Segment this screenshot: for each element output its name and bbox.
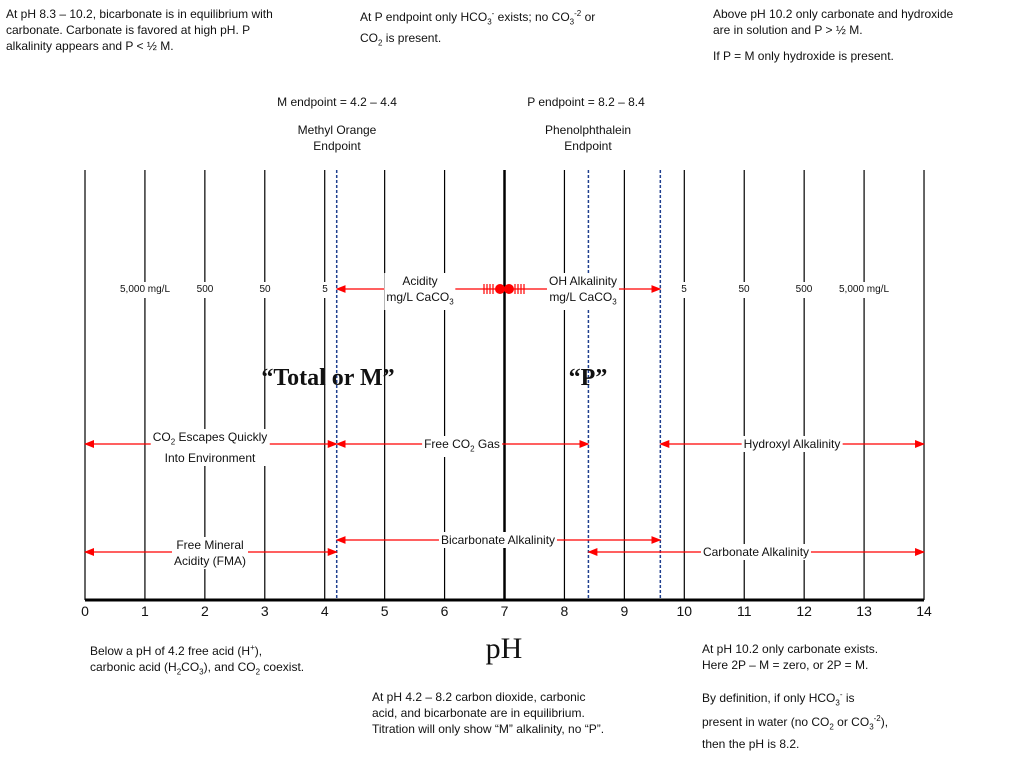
scale-left-5000: 5,000 mg/L (117, 282, 173, 298)
free-co2-gas-label: Free CO2 Gas (422, 436, 502, 458)
ph-tick-label: 5 (380, 603, 389, 619)
scale-right-500: 500 (793, 282, 815, 298)
note-top-middle: At P endpoint only HCO3- exists; no CO3-… (360, 9, 596, 48)
ph-tick-label: 1 (141, 603, 149, 619)
ph-tick-label: 9 (620, 603, 629, 619)
neutral-point-dot (504, 284, 514, 294)
co2-escapes-label: CO2 Escapes Quickly Into Environment (150, 429, 270, 467)
ph-tick-label: 8 (560, 603, 569, 619)
phenolphthalein-endpoint: Phenolphthalein Endpoint (544, 123, 632, 153)
m-endpoint-range: M endpoint = 4.2 – 4.4 (277, 95, 397, 109)
ph-tick-label: 4 (320, 603, 329, 619)
ph-axis-label: pH (485, 632, 523, 665)
scale-right-5000: 5,000 mg/L (836, 282, 892, 298)
acidity-label: Acidity mg/L CaCO3 (384, 273, 456, 311)
note-top-right: Above pH 10.2 only carbonate and hydroxi… (713, 7, 954, 63)
total-or-m-label: “Total or M” (261, 365, 395, 391)
p-endpoint-range: P endpoint = 8.2 – 8.4 (527, 95, 645, 109)
ph-tick-label: 0 (81, 603, 89, 619)
ph-tick-label: 11 (736, 603, 752, 619)
methyl-orange-endpoint: Methyl Orange Endpoint (297, 123, 377, 153)
hydroxyl-alkalinity-label: Hydroxyl Alkalinity (741, 436, 843, 452)
note-bottom-middle: At pH 4.2 – 8.2 carbon dioxide, carbonic… (372, 690, 605, 736)
ph-tick-label: 10 (676, 603, 693, 619)
scale-right-5: 5 (679, 282, 689, 298)
scale-left-5: 5 (320, 282, 330, 298)
ph-tick-label: 7 (500, 603, 509, 619)
carbonate-alkalinity-label: Carbonate Alkalinity (700, 544, 812, 560)
p-label: “P” (568, 365, 608, 391)
scale-left-50: 50 (257, 282, 273, 298)
neutral-point-dot (495, 284, 505, 294)
scale-right-50: 50 (736, 282, 752, 298)
note-top-left: At pH 8.3 – 10.2, bicarbonate is in equi… (6, 7, 273, 53)
note-bottom-left: Below a pH of 4.2 free acid (H+), carbon… (90, 643, 305, 677)
ph-tick-label: 3 (260, 603, 269, 619)
ph-tick-label: 13 (856, 603, 872, 619)
ph-tick-label: 14 (916, 603, 932, 619)
fma-label: Free Mineral Acidity (FMA) (172, 537, 248, 569)
bicarbonate-alkalinity-label: Bicarbonate Alkalinity (438, 532, 558, 548)
oh-alkalinity-label: OH Alkalinity mg/L CaCO3 (546, 273, 620, 311)
ph-tick-label: 12 (796, 603, 812, 619)
ph-tick-label: 2 (200, 603, 209, 619)
ph-tick-label: 6 (440, 603, 449, 619)
scale-left-500: 500 (194, 282, 216, 298)
note-bottom-right: At pH 10.2 only carbonate exists. Here 2P… (702, 642, 889, 751)
